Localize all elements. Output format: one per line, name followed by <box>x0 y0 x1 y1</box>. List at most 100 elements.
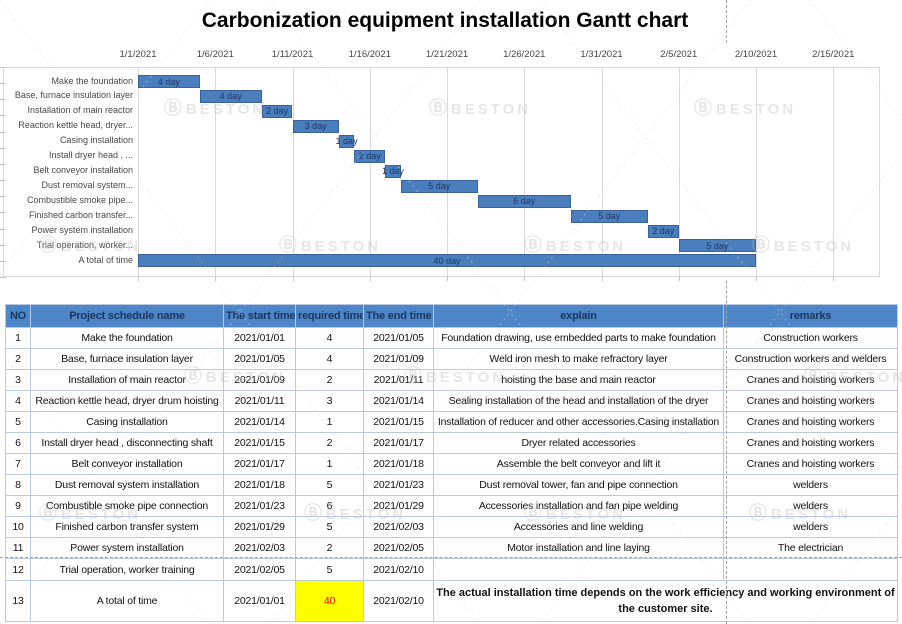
table-cell: 2021/01/09 <box>363 348 434 370</box>
chart-title: Carbonization equipment installation Gan… <box>201 9 689 32</box>
task-label: A total of time <box>78 254 133 265</box>
table-cell: Dryer related accessories <box>433 432 724 454</box>
task-label: Finished carbon transfer... <box>28 210 133 221</box>
gantt-bar-label: 4 day <box>157 76 180 87</box>
table-cell: Finished carbon transfer system <box>30 516 224 538</box>
table-cell: Reaction kettle head, dryer drum hoistin… <box>30 390 224 412</box>
table-cell: 11 <box>5 537 31 559</box>
table-cell: 2021/01/18 <box>223 474 296 496</box>
table-row: 7 Belt conveyor installation 2021/01/17 1 20… <box>5 453 898 475</box>
table-cell: 7 <box>5 453 31 475</box>
table-cell: Cranes and hoisting workers <box>723 369 898 391</box>
table-cell: 2021/01/01 <box>223 580 296 622</box>
y-axis-tick-mark <box>0 277 6 278</box>
table-cell: 13 <box>5 580 31 622</box>
gantt-bar-label: 4 day <box>219 91 242 102</box>
task-label: Make the foundation <box>51 75 133 86</box>
chart-gridline <box>756 67 757 277</box>
table-row: 8 Dust removal system installation 2021/01… <box>5 474 898 496</box>
task-label: Casing installation <box>59 135 133 146</box>
table-cell: 2021/02/10 <box>363 558 434 581</box>
table-cell: 3 <box>295 390 364 412</box>
task-label: Installation of main reactor <box>27 105 133 116</box>
x-axis-tick-mark <box>292 277 294 281</box>
x-axis-tick-mark <box>369 277 371 281</box>
table-cell: Motor installation and line laying <box>433 537 724 559</box>
gantt-bar: 4 day <box>199 89 262 103</box>
gantt-bar: 5 day <box>400 179 478 193</box>
column-header: The end time <box>363 304 434 328</box>
gantt-bar-label: 40 day <box>433 255 461 266</box>
table-cell: Cranes and hoisting workers <box>723 453 898 475</box>
table-cell: 1 <box>5 327 31 349</box>
x-axis-tick-mark <box>601 277 603 281</box>
table-cell: Dust removal tower, fan and pipe connect… <box>433 474 724 496</box>
table-cell <box>723 558 898 581</box>
table-cell: 8 <box>5 474 31 496</box>
gantt-bar-label: 2 day <box>358 151 381 162</box>
table-cell: Power system installation <box>30 537 224 559</box>
page-break-line-horizontal <box>0 557 902 558</box>
column-header: required time <box>295 304 364 328</box>
table-cell: 3 <box>5 369 31 391</box>
table-cell: welders <box>723 516 898 538</box>
table-cell: 4 <box>295 327 364 349</box>
table-cell: Combustible smoke pipe connection <box>30 495 224 517</box>
table-cell: 2 <box>295 537 364 559</box>
table-cell: welders <box>723 495 898 517</box>
x-axis-tick-label: 1/16/2021 <box>348 49 391 60</box>
x-axis-tick-label: 1/26/2021 <box>503 49 546 60</box>
table-cell: Construction workers <box>723 327 898 349</box>
gantt-bar-label: 2 day <box>652 226 675 236</box>
table-cell: 2021/01/14 <box>223 411 296 433</box>
table-cell: Cranes and hoisting workers <box>723 432 898 454</box>
column-header: The start time <box>223 304 296 328</box>
x-axis-tick-label: 1/21/2021 <box>425 49 469 60</box>
table-cell: 2021/01/09 <box>223 369 296 391</box>
gantt-chart: 1/1/2021 1/6/2021 1/11/2021 1/16/2021 1/21/2… <box>0 45 881 281</box>
table-row: 5 Casing installation 2021/01/14 1 2021/01/1… <box>5 411 898 433</box>
table-cell: Base, furnace insulation layer <box>30 348 224 370</box>
x-axis-tick-label: 1/6/2021 <box>196 49 234 60</box>
table-row: 3 Installation of main reactor 2021/01/09 2… <box>5 369 898 391</box>
schedule-table: NO Project schedule name The start time req… <box>5 304 898 622</box>
table-cell: 2021/01/15 <box>223 432 296 454</box>
column-header: NO <box>5 304 31 328</box>
task-label: Combustible smoke pipe... <box>26 195 133 206</box>
table-cell: 2021/01/18 <box>363 453 434 475</box>
x-axis-tick-label: 1/11/2021 <box>271 49 314 60</box>
table-cell <box>433 558 724 581</box>
x-axis-tick-mark <box>678 277 680 281</box>
chart-gridline <box>292 67 294 277</box>
gantt-bar-label: 3 day <box>304 121 327 132</box>
x-axis-tick-label: 2/5/2021 <box>660 49 698 60</box>
chart-gridline <box>524 67 526 277</box>
task-label: Install dryer head , ... <box>48 150 133 161</box>
x-axis-tick-mark <box>833 277 835 281</box>
table-cell: Make the foundation <box>30 327 224 349</box>
table-cell: Installation of main reactor <box>30 369 224 391</box>
table-cell: 2 <box>295 432 364 454</box>
table-cell: 2021/01/05 <box>223 348 296 370</box>
column-header: explain <box>433 304 724 328</box>
gantt-bar-label: 5 day <box>598 211 621 222</box>
task-label: Base, furnace insulation layer <box>14 90 133 101</box>
table-cell: 4 <box>295 348 364 370</box>
table-row: 4 Reaction kettle head, dryer drum hoisti… <box>5 390 898 412</box>
table-row: 6 Install dryer head , disconnecting shaf… <box>5 432 898 454</box>
table-cell: Assemble the belt conveyor and lift it <box>433 453 724 475</box>
gantt-bar: 6 day <box>477 194 571 208</box>
y-axis-tick-mark <box>0 67 6 68</box>
table-row: 11 Power system installation 2021/02/03 2 20… <box>5 537 898 559</box>
gantt-bar: 4 day <box>138 75 200 88</box>
table-row: 10 Finished carbon transfer system 2021/01… <box>5 516 898 538</box>
table-header-row: NO Project schedule name The start time req… <box>5 304 898 328</box>
table-cell: 2021/02/10 <box>363 580 434 622</box>
gantt-bar-label: 2 day <box>266 106 289 117</box>
x-axis-tick-mark <box>524 277 526 281</box>
table-cell: Accessories and line welding <box>433 516 724 538</box>
table-cell: 2021/01/01 <box>223 327 296 349</box>
table-cell: 2021/01/17 <box>363 432 434 454</box>
task-label: Belt conveyor installation <box>33 165 133 176</box>
